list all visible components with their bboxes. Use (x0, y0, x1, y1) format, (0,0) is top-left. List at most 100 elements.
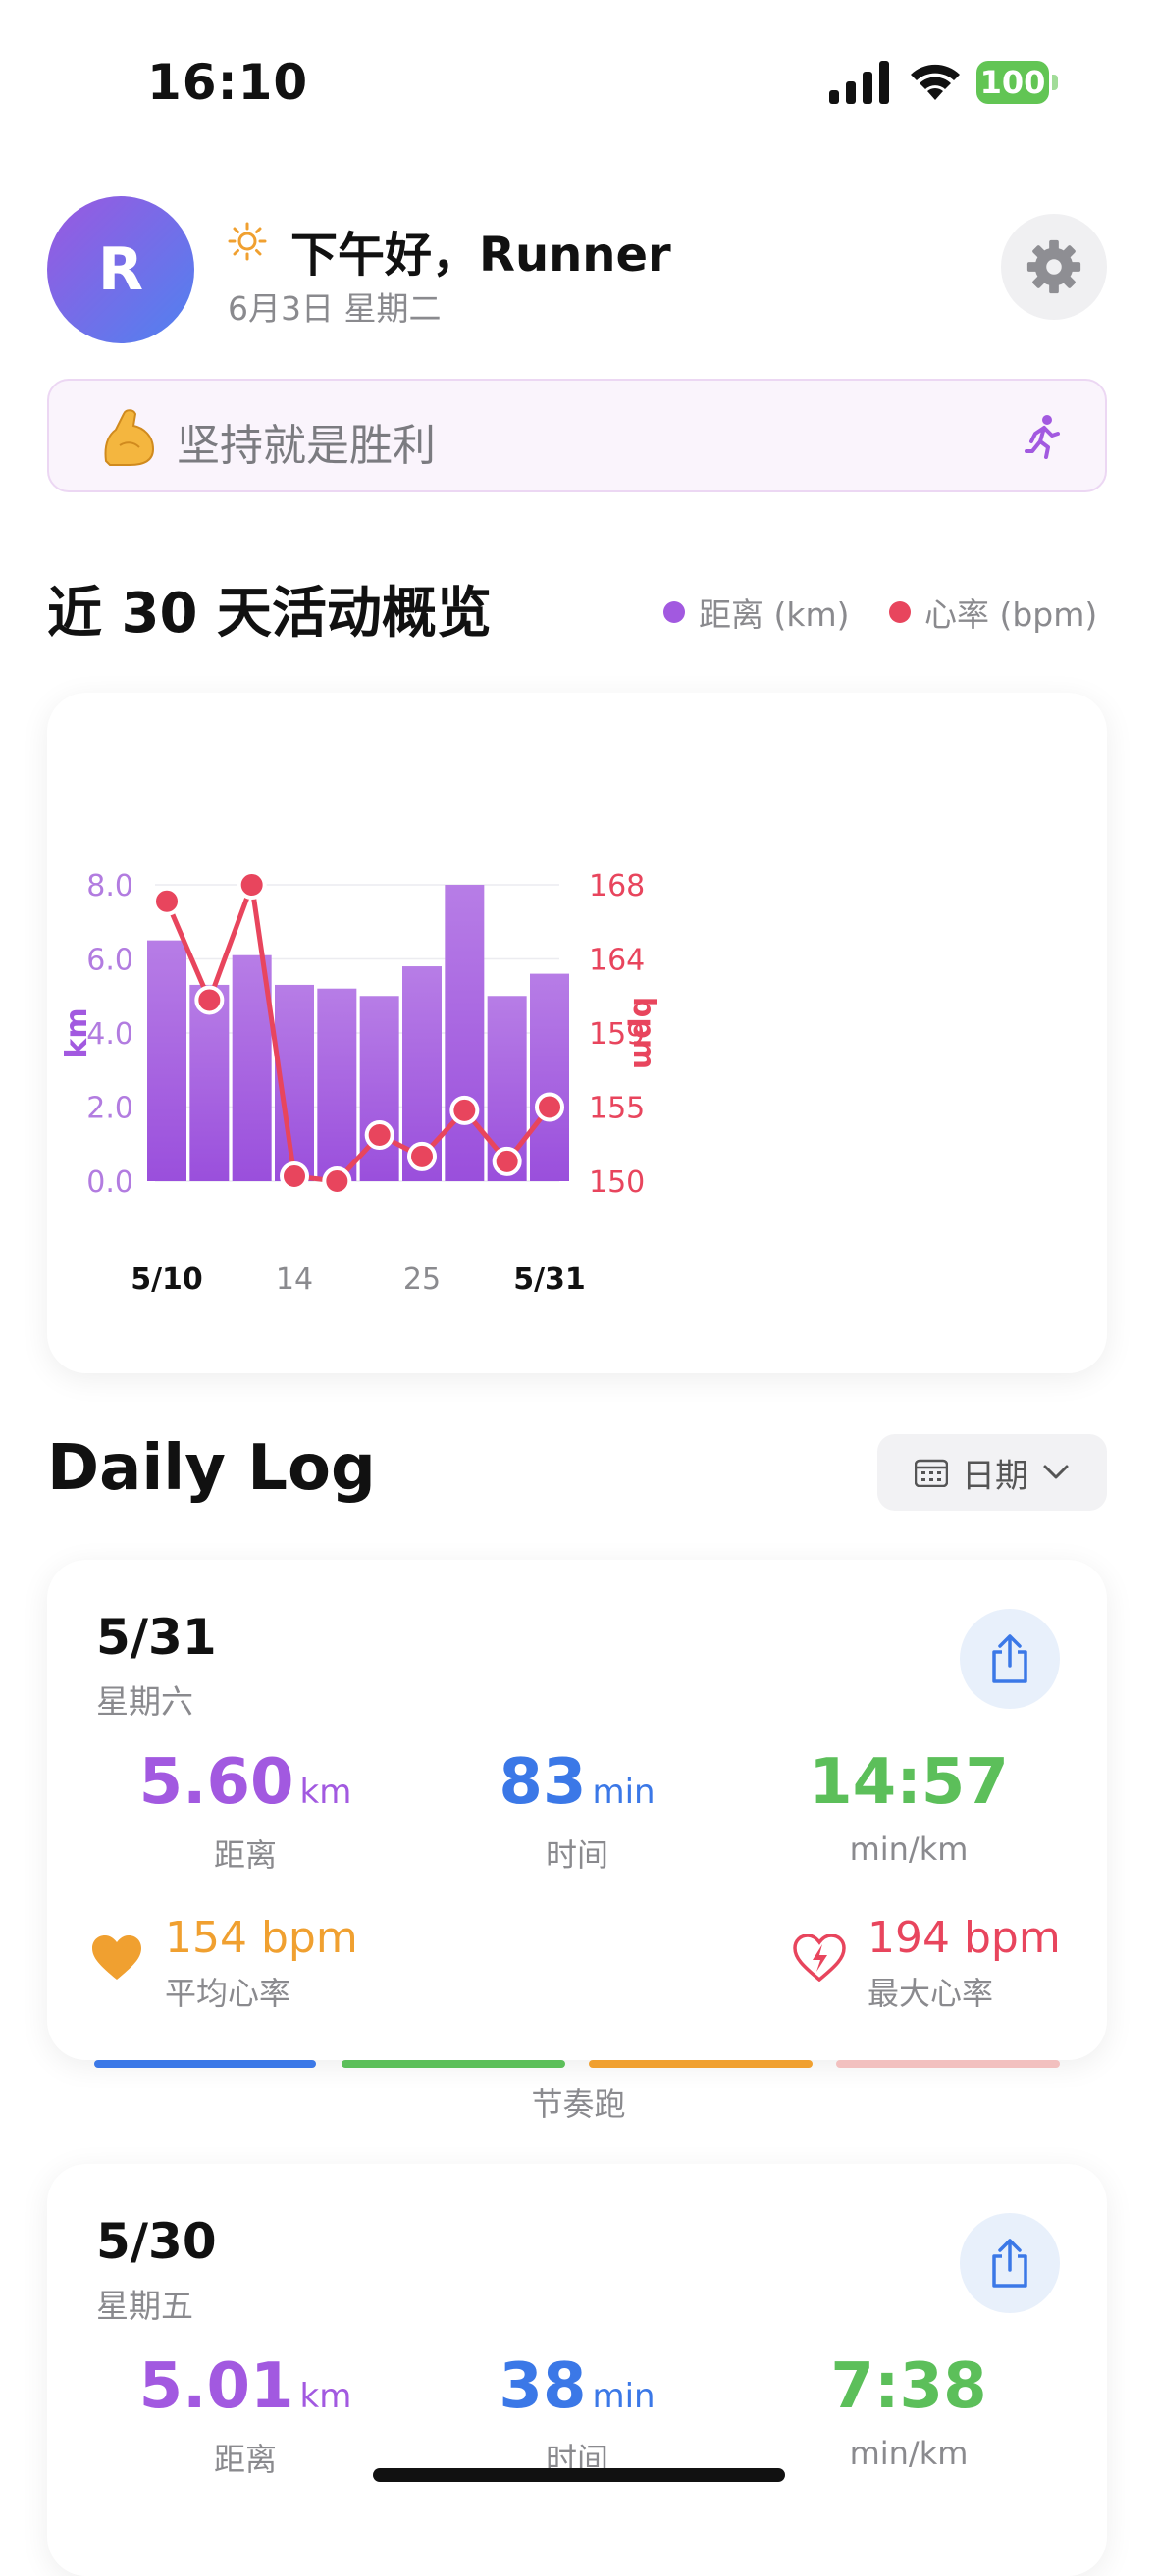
distance-label: 距离 (213, 1836, 277, 1874)
bar-distance (189, 984, 230, 1181)
card-weekday: 星期六 (96, 1682, 193, 1721)
x-tick-label: 14 (276, 1262, 313, 1297)
motto-text: 坚持就是胜利 (177, 421, 436, 471)
legend-heart-rate: 心率 (bpm) (889, 589, 1097, 636)
distance-unit: km (299, 1773, 352, 1812)
greeting-text: 下午好，Runner (290, 228, 671, 283)
pace-value: 14:57 (809, 1746, 1009, 1819)
home-indicator[interactable] (373, 2468, 785, 2482)
time-metric: 83 min 时间 (420, 1746, 734, 1876)
point-heart-rate (237, 870, 267, 900)
legend-heart-rate-label: 心率 (bpm) (924, 595, 1098, 634)
calendar-icon (915, 1459, 948, 1487)
y-tick-label: 6.0 (86, 944, 133, 978)
point-heart-rate (492, 1146, 522, 1176)
zone-bar-1 (94, 2060, 316, 2068)
battery-icon: 100 (976, 61, 1058, 104)
time-label: 时间 (545, 1836, 608, 1874)
pace-metric: 7:38 min/km (752, 2350, 1066, 2472)
run-type-label: 节奏跑 (531, 2086, 626, 2123)
point-heart-rate (449, 1095, 480, 1125)
y-tick-label: 4.0 (86, 1017, 133, 1052)
bar-distance (147, 940, 186, 1181)
distance-unit: km (299, 2377, 352, 2416)
max-heart-rate-label: 最大心率 (868, 1975, 994, 2012)
pace-value: 7:38 (830, 2350, 987, 2423)
activity-chart-card: 0.0 2.0 4.0 6.0 8.0 150 155 159 164 168 km bpm 5/10 1… (47, 693, 1107, 1373)
time-unit: min (592, 2377, 656, 2416)
x-tick-label: 5/10 (131, 1262, 203, 1297)
share-icon (992, 2239, 1027, 2288)
point-heart-rate (407, 1141, 437, 1171)
chevron-down-icon (1043, 1465, 1069, 1479)
line-heart-rate (164, 882, 552, 1184)
daily-log-title: Daily Log (47, 1432, 376, 1505)
time-value: 38 (499, 2350, 587, 2423)
pace-label: min/km (849, 1830, 969, 1868)
card-date: 5/31 (96, 1609, 217, 1666)
bar-distance (445, 885, 485, 1181)
pace-metric: 14:57 min/km (752, 1746, 1066, 1868)
y2-tick-label: 159 (589, 1017, 645, 1052)
date-filter-label: 日期 (962, 1456, 1028, 1496)
share-button[interactable] (960, 1609, 1060, 1709)
daily-log-card[interactable]: 5/31 星期六 5.60 km 距离 83 min 时间 14:57 min/km… (47, 1560, 1107, 2060)
time-metric: 38 min 时间 (420, 2350, 734, 2480)
share-icon (992, 1634, 1027, 1683)
point-heart-rate (364, 1120, 394, 1151)
status-time: 16:10 (147, 54, 309, 111)
time-unit: min (592, 1773, 656, 1812)
legend-heart-rate-dot (889, 601, 911, 623)
y2-tick-label: 168 (589, 869, 645, 903)
motto-banner: 坚持就是胜利 (47, 379, 1107, 492)
max-heart-rate-value: 194 bpm (868, 1913, 1061, 1963)
y-axis-title: km (60, 1007, 94, 1057)
y-tick-label: 2.0 (86, 1092, 133, 1126)
battery-level: 100 (976, 61, 1049, 104)
pace-label: min/km (849, 2435, 969, 2472)
daily-log-card[interactable]: 5/30 星期五 5.01 km 距离 38 min 时间 7:38 min/km (47, 2164, 1107, 2576)
x-tick-label: 25 (403, 1262, 441, 1297)
distance-metric: 5.01 km 距离 (88, 2350, 402, 2480)
y-tick-label: 8.0 (86, 869, 133, 903)
point-heart-rate (280, 1160, 309, 1191)
x-tick-label: 5/31 (513, 1262, 586, 1297)
y2-tick-label: 164 (589, 944, 645, 978)
point-heart-rate (152, 886, 182, 916)
distance-metric: 5.60 km 距离 (88, 1746, 402, 1876)
point-heart-rate (194, 985, 225, 1015)
zone-bar-4 (836, 2060, 1060, 2068)
y-tick-label: 0.0 (86, 1165, 133, 1200)
avg-heart-rate-value: 154 bpm (165, 1913, 358, 1963)
point-heart-rate (322, 1166, 352, 1196)
legend-distance-label: 距离 (km) (699, 595, 850, 634)
card-date: 5/30 (96, 2213, 217, 2270)
y2-tick-label: 155 (589, 1092, 645, 1126)
current-date: 6月3日 星期二 (228, 289, 442, 328)
bar-distance (232, 954, 272, 1181)
legend-distance: 距离 (km) (663, 589, 850, 636)
point-heart-rate (535, 1092, 564, 1122)
settings-button[interactable] (1001, 214, 1107, 320)
bar-distance (530, 973, 569, 1181)
share-button[interactable] (960, 2213, 1060, 2313)
distance-value: 5.01 (138, 2350, 294, 2423)
zone-bar-2 (342, 2060, 565, 2068)
distance-value: 5.60 (138, 1746, 294, 1819)
gear-icon (1026, 239, 1081, 294)
wifi-icon (911, 64, 960, 100)
card-weekday: 星期五 (96, 2287, 193, 2325)
avg-heart-rate-label: 平均心率 (165, 1975, 291, 2012)
activity-chart: 0.0 2.0 4.0 6.0 8.0 150 155 159 164 168 km bpm 5/10 1… (60, 869, 660, 1297)
overview-title: 近 30 天活动概览 (47, 582, 492, 645)
heart-bolt-icon (793, 1934, 846, 1982)
sun-icon (228, 222, 267, 261)
max-heart-rate: 194 bpm 最大心率 (793, 1913, 1061, 2014)
avatar[interactable]: R (47, 196, 194, 343)
zone-bar-3 (589, 2060, 813, 2068)
date-filter-dropdown[interactable]: 日期 (877, 1434, 1107, 1511)
legend-distance-dot (663, 601, 685, 623)
flexed-biceps-icon (104, 409, 155, 466)
runner-icon (1025, 415, 1060, 459)
avg-heart-rate: 154 bpm 平均心率 (90, 1913, 358, 2014)
